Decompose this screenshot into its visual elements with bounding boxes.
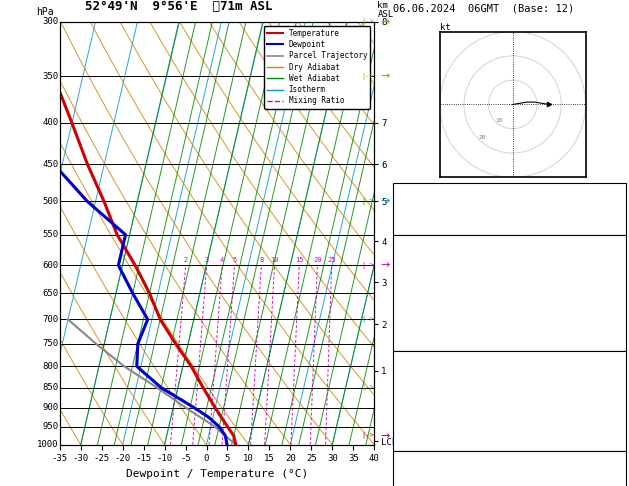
Text: Totals Totals: Totals Totals	[397, 201, 473, 211]
Text: 950: 950	[42, 422, 58, 431]
Text: 10: 10	[270, 257, 279, 263]
Text: Most Unstable: Most Unstable	[471, 353, 548, 364]
Text: →: →	[381, 260, 390, 270]
Text: θₑ (K): θₑ (K)	[397, 385, 432, 396]
X-axis label: Dewpoint / Temperature (°C): Dewpoint / Temperature (°C)	[126, 469, 308, 479]
Text: 4.9: 4.9	[604, 269, 622, 279]
Text: 0: 0	[616, 417, 622, 428]
Text: 350: 350	[42, 71, 58, 81]
Text: 7: 7	[616, 253, 622, 263]
Text: 400: 400	[42, 119, 58, 127]
Text: θₑ(K): θₑ(K)	[397, 285, 426, 295]
Text: 550: 550	[42, 230, 58, 239]
Text: Lifted Index: Lifted Index	[397, 301, 467, 312]
Text: 0: 0	[616, 434, 622, 444]
Text: 10: 10	[496, 118, 503, 122]
Text: Lifted Index: Lifted Index	[397, 401, 467, 412]
Text: EH: EH	[397, 469, 409, 480]
Text: |->: |->	[362, 18, 374, 25]
Text: 975: 975	[604, 369, 622, 380]
Text: 750: 750	[42, 339, 58, 348]
Text: 5: 5	[232, 257, 237, 263]
Text: 600: 600	[42, 261, 58, 270]
Text: 800: 800	[42, 362, 58, 371]
Text: →: →	[381, 431, 390, 441]
Text: CAPE (J): CAPE (J)	[397, 417, 444, 428]
Text: 450: 450	[42, 160, 58, 169]
Text: |->: |->	[362, 384, 374, 391]
Text: Hodograph: Hodograph	[483, 453, 536, 464]
Text: |->: |->	[362, 316, 374, 323]
Text: 6: 6	[616, 469, 622, 480]
Text: |->: |->	[362, 72, 374, 80]
Text: |->: |->	[362, 433, 374, 439]
Text: 700: 700	[42, 315, 58, 324]
Text: CIN (J): CIN (J)	[397, 434, 438, 444]
Text: 0.94: 0.94	[599, 217, 622, 227]
Text: 3: 3	[204, 257, 209, 263]
Text: CAPE (J): CAPE (J)	[397, 317, 444, 328]
Text: 294: 294	[604, 285, 622, 295]
Text: 0: 0	[616, 317, 622, 328]
Text: 06.06.2024  06GMT  (Base: 12): 06.06.2024 06GMT (Base: 12)	[393, 3, 574, 13]
Text: 2: 2	[184, 257, 188, 263]
Text: |->: |->	[362, 198, 374, 205]
Text: Dewp (°C): Dewp (°C)	[397, 269, 450, 279]
Text: Temp (°C): Temp (°C)	[397, 253, 450, 263]
Text: |->: |->	[362, 262, 374, 269]
Text: Surface: Surface	[489, 237, 530, 247]
Text: →: →	[381, 71, 390, 81]
Text: 8: 8	[259, 257, 264, 263]
Text: 900: 900	[42, 403, 58, 412]
Text: →: →	[381, 17, 390, 27]
Text: 4: 4	[220, 257, 225, 263]
Text: 300: 300	[42, 17, 58, 26]
Text: 52°49'N  9°56'E  ​71m ASL: 52°49'N 9°56'E ​71m ASL	[85, 0, 272, 13]
Text: km
ASL: km ASL	[377, 1, 394, 19]
Text: © weatheronline.co.uk: © weatheronline.co.uk	[453, 454, 566, 464]
Text: 20: 20	[479, 135, 486, 139]
Legend: Temperature, Dewpoint, Parcel Trajectory, Dry Adiabat, Wet Adiabat, Isotherm, Mi: Temperature, Dewpoint, Parcel Trajectory…	[264, 26, 370, 108]
Text: PW (cm): PW (cm)	[397, 217, 438, 227]
Text: 0: 0	[616, 333, 622, 344]
Text: 35: 35	[610, 201, 622, 211]
Text: 25: 25	[328, 257, 336, 263]
Text: hPa: hPa	[36, 7, 53, 17]
Text: -11: -11	[604, 185, 622, 195]
Text: Pressure (mb): Pressure (mb)	[397, 369, 473, 380]
Text: CIN (J): CIN (J)	[397, 333, 438, 344]
Text: 20: 20	[313, 257, 321, 263]
Text: 650: 650	[42, 289, 58, 298]
Text: 15: 15	[295, 257, 303, 263]
Text: 500: 500	[42, 197, 58, 206]
Text: 11: 11	[610, 401, 622, 412]
Text: 297: 297	[604, 385, 622, 396]
Text: kt: kt	[440, 22, 450, 32]
Text: K: K	[397, 185, 403, 195]
Text: 13: 13	[610, 301, 622, 312]
Text: 850: 850	[42, 383, 58, 392]
Text: 1000: 1000	[36, 440, 58, 449]
Text: →: →	[381, 196, 390, 206]
